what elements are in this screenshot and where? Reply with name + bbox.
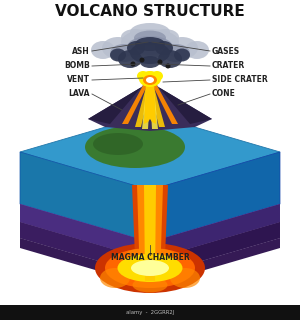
Polygon shape bbox=[20, 238, 280, 286]
Ellipse shape bbox=[155, 41, 173, 55]
Ellipse shape bbox=[118, 50, 142, 68]
Ellipse shape bbox=[105, 248, 195, 288]
Polygon shape bbox=[20, 222, 280, 276]
Polygon shape bbox=[150, 204, 280, 260]
Polygon shape bbox=[20, 204, 150, 260]
Text: VOLCANO STRUCTURE: VOLCANO STRUCTURE bbox=[55, 4, 245, 20]
Ellipse shape bbox=[174, 49, 190, 61]
Ellipse shape bbox=[110, 49, 126, 61]
Ellipse shape bbox=[130, 23, 170, 41]
Bar bbox=[0, 305, 300, 320]
Polygon shape bbox=[142, 80, 151, 129]
Polygon shape bbox=[132, 185, 168, 281]
Ellipse shape bbox=[148, 249, 176, 267]
Ellipse shape bbox=[91, 41, 115, 59]
Ellipse shape bbox=[162, 44, 190, 62]
Polygon shape bbox=[20, 152, 150, 242]
Ellipse shape bbox=[134, 30, 166, 45]
Ellipse shape bbox=[127, 41, 145, 55]
Polygon shape bbox=[20, 114, 280, 190]
Text: CONE: CONE bbox=[212, 90, 236, 99]
Text: BOMB: BOMB bbox=[64, 61, 90, 70]
Text: SIDE CRATER: SIDE CRATER bbox=[212, 76, 268, 84]
Ellipse shape bbox=[121, 29, 179, 55]
Polygon shape bbox=[149, 80, 158, 129]
Polygon shape bbox=[20, 204, 280, 260]
Polygon shape bbox=[135, 80, 152, 127]
Ellipse shape bbox=[185, 41, 209, 59]
Ellipse shape bbox=[135, 37, 165, 51]
Ellipse shape bbox=[139, 71, 161, 87]
Ellipse shape bbox=[124, 249, 152, 267]
Polygon shape bbox=[88, 82, 212, 131]
Text: LAVA: LAVA bbox=[68, 90, 90, 99]
Text: CRATER: CRATER bbox=[212, 61, 245, 70]
Ellipse shape bbox=[110, 44, 138, 62]
Ellipse shape bbox=[93, 133, 143, 155]
Ellipse shape bbox=[151, 71, 163, 81]
Circle shape bbox=[140, 58, 145, 62]
Polygon shape bbox=[88, 77, 150, 124]
Circle shape bbox=[158, 60, 163, 65]
Polygon shape bbox=[150, 222, 280, 276]
Ellipse shape bbox=[85, 126, 185, 168]
Ellipse shape bbox=[166, 37, 198, 59]
Ellipse shape bbox=[158, 50, 182, 68]
Text: GASES: GASES bbox=[212, 46, 240, 55]
Ellipse shape bbox=[143, 75, 157, 85]
Ellipse shape bbox=[133, 277, 167, 292]
Polygon shape bbox=[144, 82, 156, 124]
Circle shape bbox=[130, 61, 136, 67]
Polygon shape bbox=[150, 77, 212, 124]
Ellipse shape bbox=[170, 268, 200, 288]
Ellipse shape bbox=[95, 243, 205, 293]
Ellipse shape bbox=[137, 71, 149, 81]
Text: MAGMA CHAMBER: MAGMA CHAMBER bbox=[111, 253, 189, 262]
Ellipse shape bbox=[102, 37, 134, 59]
Polygon shape bbox=[122, 80, 150, 124]
Text: VENT: VENT bbox=[67, 76, 90, 84]
Ellipse shape bbox=[100, 268, 130, 288]
Polygon shape bbox=[137, 185, 163, 281]
Polygon shape bbox=[150, 152, 280, 242]
Polygon shape bbox=[148, 80, 165, 127]
Polygon shape bbox=[150, 80, 178, 124]
Polygon shape bbox=[20, 222, 150, 276]
Text: alamy  -  2GGRR2J: alamy - 2GGRR2J bbox=[126, 310, 174, 315]
Ellipse shape bbox=[130, 42, 170, 64]
Ellipse shape bbox=[151, 29, 179, 45]
Ellipse shape bbox=[121, 29, 149, 45]
Ellipse shape bbox=[140, 56, 160, 68]
Ellipse shape bbox=[131, 260, 169, 276]
Ellipse shape bbox=[146, 77, 154, 83]
Ellipse shape bbox=[127, 36, 173, 58]
Polygon shape bbox=[144, 185, 156, 281]
Text: ASH: ASH bbox=[72, 46, 90, 55]
Circle shape bbox=[166, 63, 170, 68]
Ellipse shape bbox=[118, 254, 182, 282]
